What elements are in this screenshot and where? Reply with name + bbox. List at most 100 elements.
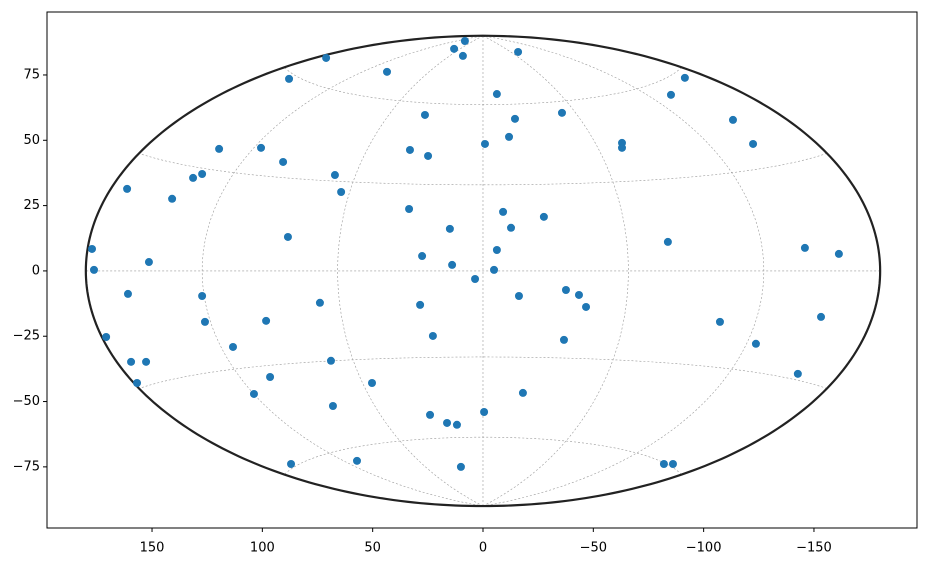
point: [368, 378, 377, 387]
point: [490, 265, 499, 274]
point: [416, 300, 425, 309]
point: [144, 258, 153, 267]
point: [328, 401, 337, 410]
point: [257, 143, 266, 152]
point: [133, 378, 142, 387]
point: [793, 369, 802, 378]
point: [728, 115, 737, 124]
point: [507, 223, 516, 232]
point: [279, 157, 288, 166]
y-tick-label: −25: [13, 329, 40, 344]
point: [557, 108, 566, 117]
point: [266, 372, 275, 381]
point: [561, 285, 570, 294]
point: [834, 249, 843, 258]
point: [680, 73, 689, 82]
x-tick-label: −100: [686, 541, 722, 556]
point: [200, 317, 209, 326]
point: [142, 357, 151, 366]
x-tick-label: 0: [479, 541, 487, 556]
point: [353, 456, 362, 465]
x-tick-label: 150: [140, 541, 165, 556]
point: [510, 114, 519, 123]
graticule-meridian: [482, 35, 765, 507]
point: [460, 37, 469, 46]
point: [715, 317, 724, 326]
point: [751, 339, 760, 348]
point: [443, 418, 452, 427]
point: [749, 139, 758, 148]
point: [418, 252, 427, 261]
y-tick-label: 25: [23, 198, 40, 213]
point: [89, 265, 98, 274]
point: [492, 90, 501, 99]
point: [450, 44, 459, 53]
point: [514, 291, 523, 300]
point: [666, 90, 675, 99]
point: [102, 333, 111, 342]
point: [800, 243, 809, 252]
point: [448, 260, 457, 269]
point: [582, 302, 591, 311]
point: [189, 173, 198, 182]
point: [492, 246, 501, 255]
point: [285, 74, 294, 83]
point: [326, 356, 335, 365]
y-tick-label: 0: [32, 263, 40, 278]
y-tick-label: 75: [23, 67, 40, 82]
x-tick-label: 50: [364, 541, 381, 556]
point: [168, 194, 177, 203]
point: [262, 316, 271, 325]
graticule-meridian: [337, 35, 484, 507]
point: [215, 144, 224, 153]
point: [383, 67, 392, 76]
point: [287, 459, 296, 468]
point: [426, 410, 435, 419]
point: [123, 289, 132, 298]
point: [424, 151, 433, 160]
point: [456, 462, 465, 471]
point: [817, 312, 826, 321]
point: [499, 207, 508, 216]
point: [337, 188, 346, 197]
point: [198, 291, 207, 300]
y-tick-label: −50: [13, 394, 40, 409]
plot-frame: [46, 11, 918, 529]
point: [518, 388, 527, 397]
point: [668, 459, 677, 468]
point: [249, 389, 258, 398]
point: [514, 47, 523, 56]
point: [322, 53, 331, 62]
point: [663, 237, 672, 246]
y-tick-label: 50: [23, 133, 40, 148]
point: [428, 331, 437, 340]
point: [659, 459, 668, 468]
point: [505, 132, 514, 141]
point: [283, 232, 292, 241]
y-tick-label: −75: [13, 459, 40, 474]
point: [480, 139, 489, 148]
point: [574, 290, 583, 299]
point: [127, 357, 136, 366]
x-tick-label: −50: [580, 541, 607, 556]
point: [315, 298, 324, 307]
graticule-parallel: [138, 356, 828, 389]
point: [559, 335, 568, 344]
point: [617, 143, 626, 152]
point: [471, 275, 480, 284]
projection-boundary: [84, 34, 882, 508]
point: [452, 420, 461, 429]
point: [123, 184, 132, 193]
point: [405, 204, 414, 213]
point: [88, 244, 97, 253]
graticule-meridian: [482, 35, 629, 507]
point: [405, 145, 414, 154]
graticule-meridian: [201, 35, 484, 507]
point: [420, 110, 429, 119]
point: [330, 171, 339, 180]
point: [480, 407, 489, 416]
point: [539, 212, 548, 221]
point: [445, 224, 454, 233]
point: [198, 169, 207, 178]
